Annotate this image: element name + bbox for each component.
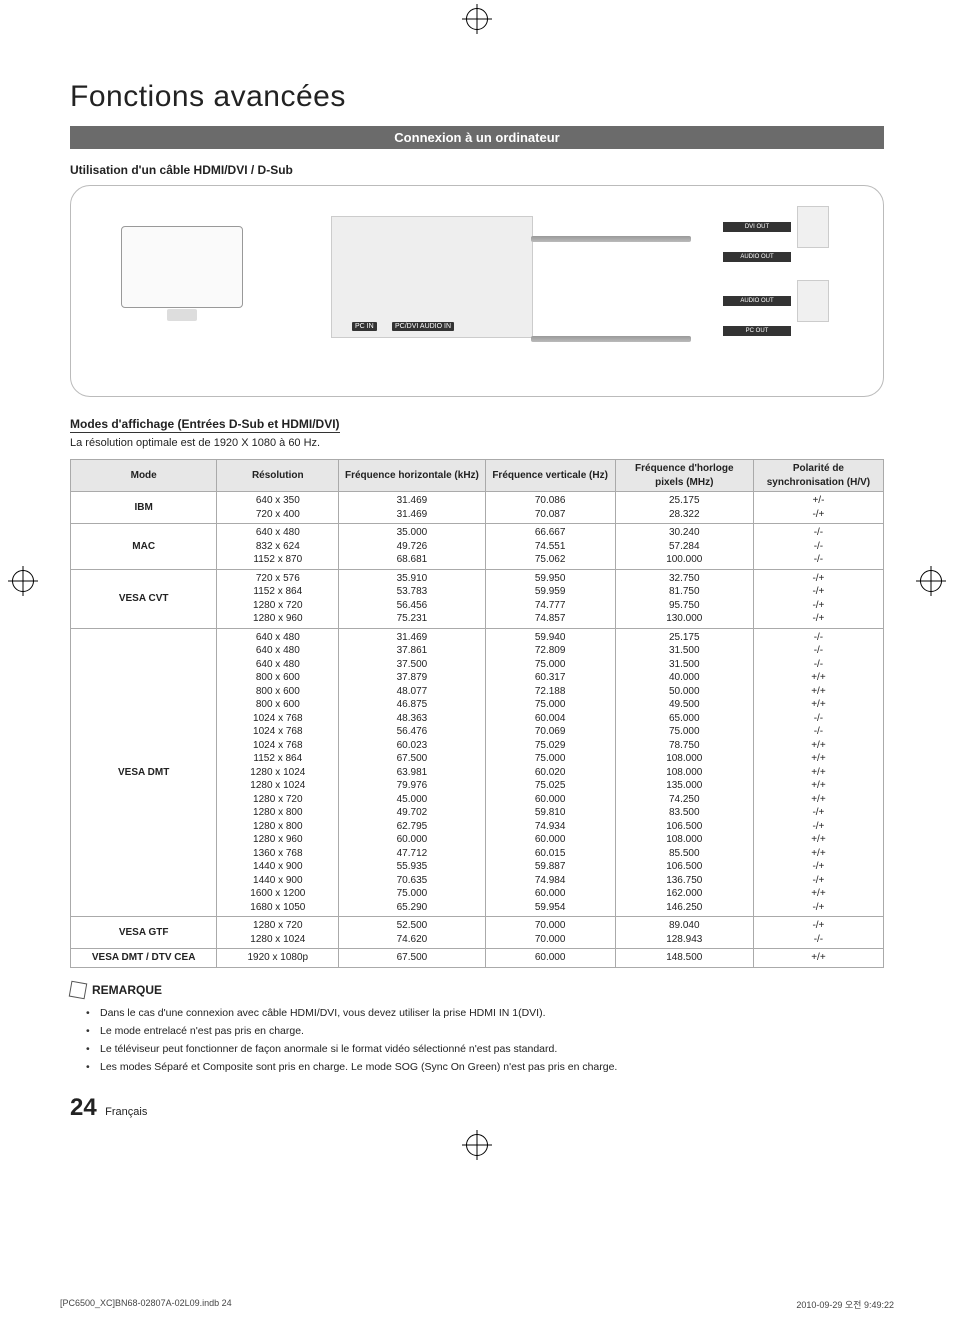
tv-front-icon	[121, 226, 243, 308]
table-header: Fréquence verticale (Hz)	[485, 460, 615, 492]
cable-heading: Utilisation d'un câble HDMI/DVI / D-Sub	[70, 163, 884, 177]
table-cell: 59.94072.80975.00060.31772.18875.00060.0…	[485, 628, 615, 917]
remarks-list: Dans le cas d'une connexion avec câble H…	[70, 1004, 884, 1076]
table-header: Résolution	[217, 460, 339, 492]
table-cell: 640 x 480640 x 480640 x 480800 x 600800 …	[217, 628, 339, 917]
registration-mark-bottom	[466, 1134, 488, 1156]
port-label-pcdvi-audio: PC/DVI AUDIO IN	[392, 322, 454, 331]
table-cell: +/+	[753, 949, 883, 968]
table-cell: -/--/--/-+/++/++/+-/--/-+/++/++/++/++/+-…	[753, 628, 883, 917]
print-file: [PC6500_XC]BN68-02807A-02L09.indb 24	[60, 1298, 232, 1311]
table-cell: 59.95059.95974.77774.857	[485, 569, 615, 628]
table-cell: +/--/+	[753, 492, 883, 524]
tv-back-panel: PC IN PC/DVI AUDIO IN	[331, 216, 533, 338]
table-cell: 66.66774.55175.062	[485, 524, 615, 570]
print-footer: [PC6500_XC]BN68-02807A-02L09.indb 24 201…	[60, 1298, 894, 1311]
table-cell: -/+-/-	[753, 917, 883, 949]
table-cell: 52.50074.620	[339, 917, 485, 949]
remark-label: REMARQUE	[92, 983, 162, 997]
remark-item: Le téléviseur peut fonctionner de façon …	[100, 1040, 884, 1058]
table-cell: 25.17531.50031.50040.00050.00049.50065.0…	[615, 628, 753, 917]
registration-mark-right	[920, 570, 942, 592]
table-cell: 35.91053.78356.45675.231	[339, 569, 485, 628]
print-date: 2010-09-29 오전 9:49:22	[796, 1298, 894, 1311]
port-label-audio-out-2: AUDIO OUT	[723, 296, 791, 306]
pc-back-panel: DVI OUT AUDIO OUT AUDIO OUT PC OUT	[723, 206, 853, 376]
table-cell: 31.46931.469	[339, 492, 485, 524]
table-header: Mode	[71, 460, 217, 492]
pc-case-icon	[797, 206, 829, 248]
remark-item: Les modes Séparé et Composite sont pris …	[100, 1058, 884, 1076]
table-cell: 720 x 5761152 x 8641280 x 7201280 x 960	[217, 569, 339, 628]
registration-mark-top	[466, 8, 488, 30]
page-language: Français	[105, 1106, 147, 1118]
remark-item: Le mode entrelacé n'est pas pris en char…	[100, 1022, 884, 1040]
table-header: Polarité de synchronisation (H/V)	[753, 460, 883, 492]
remark-item: Dans le cas d'une connexion avec câble H…	[100, 1004, 884, 1022]
table-cell: 89.040128.943	[615, 917, 753, 949]
page-title: Fonctions avancées	[70, 80, 884, 114]
mode-cell: VESA CVT	[71, 569, 217, 628]
table-cell: 31.46937.86137.50037.87948.07746.87548.3…	[339, 628, 485, 917]
port-label-dvi-out: DVI OUT	[723, 222, 791, 232]
remark-block: REMARQUE Dans le cas d'une connexion ave…	[70, 982, 884, 1076]
mode-cell: VESA DMT / DTV CEA	[71, 949, 217, 968]
table-cell: 640 x 350720 x 400	[217, 492, 339, 524]
table-cell: 35.00049.72668.681	[339, 524, 485, 570]
table-cell: 30.24057.284100.000	[615, 524, 753, 570]
page-root: Fonctions avancées Connexion à un ordina…	[0, 0, 954, 1162]
registration-mark-left	[12, 570, 34, 592]
table-cell: 70.00070.000	[485, 917, 615, 949]
table-cell: 60.000	[485, 949, 615, 968]
connection-diagram: PC IN PC/DVI AUDIO IN DVI OUT AUDIO OUT …	[70, 185, 884, 397]
mode-cell: VESA GTF	[71, 917, 217, 949]
port-label-pcin: PC IN	[352, 322, 377, 331]
vga-cable-icon	[531, 336, 691, 342]
note-icon	[69, 980, 88, 999]
table-cell: 1920 x 1080p	[217, 949, 339, 968]
mode-cell: VESA DMT	[71, 628, 217, 917]
dvi-cable-icon	[531, 236, 691, 242]
table-cell: 25.17528.322	[615, 492, 753, 524]
table-cell: -/+-/+-/+-/+	[753, 569, 883, 628]
port-label-pc-out: PC OUT	[723, 326, 791, 336]
table-cell: -/--/--/-	[753, 524, 883, 570]
port-label-audio-out-1: AUDIO OUT	[723, 252, 791, 262]
table-header: Fréquence d'horloge pixels (MHz)	[615, 460, 753, 492]
modes-heading: Modes d'affichage (Entrées D-Sub et HDMI…	[70, 417, 340, 433]
section-bar: Connexion à un ordinateur	[70, 126, 884, 149]
table-cell: 70.08670.087	[485, 492, 615, 524]
display-modes-table: ModeRésolutionFréquence horizontale (kHz…	[70, 459, 884, 968]
table-header: Fréquence horizontale (kHz)	[339, 460, 485, 492]
table-cell: 1280 x 7201280 x 1024	[217, 917, 339, 949]
pc-case-icon-2	[797, 280, 829, 322]
table-cell: 67.500	[339, 949, 485, 968]
table-cell: 148.500	[615, 949, 753, 968]
resolution-note: La résolution optimale est de 1920 X 108…	[70, 437, 884, 449]
table-cell: 32.75081.75095.750130.000	[615, 569, 753, 628]
table-cell: 640 x 480832 x 6241152 x 870	[217, 524, 339, 570]
mode-cell: IBM	[71, 492, 217, 524]
page-number: 24	[70, 1094, 97, 1121]
mode-cell: MAC	[71, 524, 217, 570]
page-footer: 24 Français	[70, 1094, 884, 1122]
